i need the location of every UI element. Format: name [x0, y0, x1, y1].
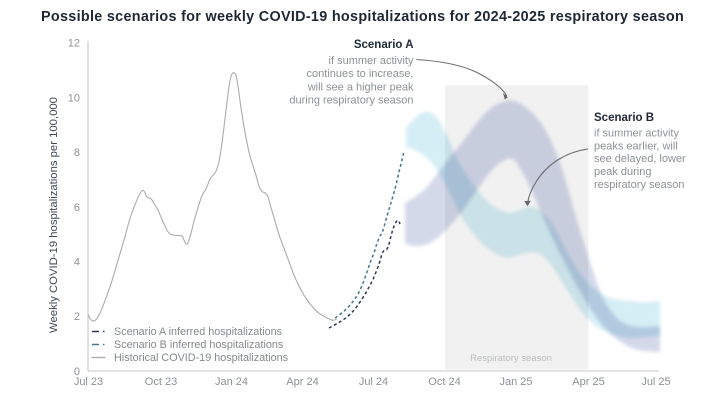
svg-text:Scenario A: Scenario A	[354, 39, 414, 51]
svg-text:during respiratory season: during respiratory season	[289, 95, 413, 107]
svg-text:will see a higher peak: will see a higher peak	[307, 82, 414, 94]
svg-text:respiratory season: respiratory season	[594, 179, 685, 191]
svg-text:10: 10	[68, 92, 80, 104]
svg-text:6: 6	[74, 202, 80, 214]
svg-text:if summer activity: if summer activity	[329, 55, 414, 67]
svg-text:Weekly COVID-19 hospitalizatio: Weekly COVID-19 hospitalizations per 100…	[48, 97, 60, 333]
svg-text:peak during: peak during	[594, 166, 652, 178]
svg-text:Jan 24: Jan 24	[215, 376, 248, 388]
svg-text:Oct 23: Oct 23	[145, 376, 177, 388]
svg-text:Oct 24: Oct 24	[428, 376, 460, 388]
svg-text:12: 12	[68, 38, 80, 50]
svg-text:Jul 25: Jul 25	[641, 376, 670, 388]
svg-text:Jul 24: Jul 24	[359, 376, 388, 388]
svg-text:Apr 25: Apr 25	[572, 376, 604, 388]
svg-text:see delayed, lower: see delayed, lower	[594, 153, 686, 165]
svg-text:Jan 25: Jan 25	[499, 376, 532, 388]
svg-text:Scenario A inferred hospitaliz: Scenario A inferred hospitalizations	[114, 326, 283, 338]
svg-text:Scenario B inferred hospitaliz: Scenario B inferred hospitalizations	[114, 339, 284, 351]
svg-text:peaks earlier, will: peaks earlier, will	[594, 140, 678, 152]
svg-text:0: 0	[74, 366, 80, 378]
svg-text:Jul 23: Jul 23	[74, 376, 103, 388]
svg-text:2: 2	[74, 311, 80, 323]
svg-text:if summer activity: if summer activity	[594, 128, 679, 140]
svg-text:8: 8	[74, 147, 80, 159]
svg-text:Apr 24: Apr 24	[286, 376, 318, 388]
svg-text:4: 4	[74, 257, 80, 269]
svg-text:Scenario B: Scenario B	[594, 112, 654, 124]
svg-text:Possible scenarios for weekly: Possible scenarios for weekly COVID-19 h…	[41, 9, 684, 25]
svg-text:Respiratory season: Respiratory season	[470, 353, 552, 364]
svg-text:continues to increase,: continues to increase,	[306, 68, 413, 80]
svg-text:Historical COVID-19 hospitaliz: Historical COVID-19 hospitalizations	[114, 352, 289, 364]
